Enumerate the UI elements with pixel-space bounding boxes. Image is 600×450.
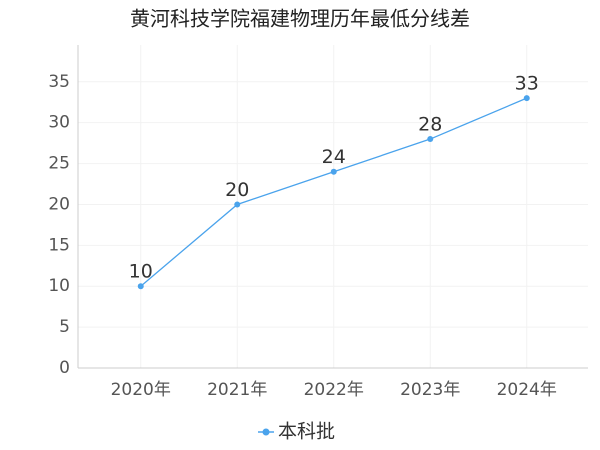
y-tick-label: 25 <box>48 154 70 174</box>
value-label: 20 <box>225 179 249 201</box>
chart-title: 黄河科技学院福建物理历年最低分线差 <box>130 7 470 31</box>
point <box>234 201 241 208</box>
value-label: 24 <box>322 146 346 168</box>
x-tick-label: 2023年 <box>400 380 460 400</box>
legend-label: 本科批 <box>278 421 335 443</box>
point <box>427 136 434 143</box>
y-tick-label: 5 <box>59 317 70 337</box>
x-tick-label: 2021年 <box>207 380 267 400</box>
value-label: 28 <box>418 114 442 136</box>
y-tick-label: 15 <box>48 235 70 255</box>
y-tick-label: 10 <box>48 276 70 296</box>
value-label: 10 <box>129 261 153 283</box>
legend-marker <box>262 428 270 436</box>
value-label: 33 <box>515 73 539 95</box>
point <box>523 95 530 102</box>
x-tick-label: 2020年 <box>111 380 171 400</box>
y-tick-label: 35 <box>48 72 70 92</box>
y-tick-label: 30 <box>48 113 70 133</box>
point <box>330 168 337 175</box>
x-tick-label: 2022年 <box>304 380 364 400</box>
x-tick-label: 2024年 <box>497 380 557 400</box>
y-tick-label: 20 <box>48 194 70 214</box>
y-tick-label: 0 <box>59 358 70 378</box>
point <box>137 283 144 290</box>
